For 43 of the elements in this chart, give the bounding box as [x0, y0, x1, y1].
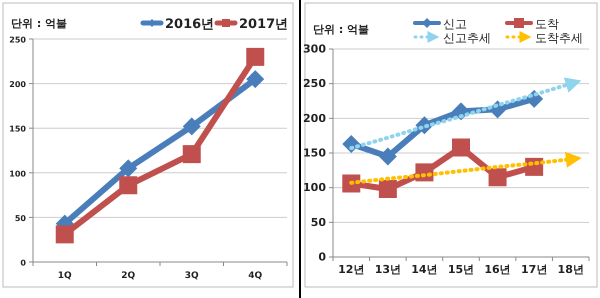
x-tick-label: 14년	[411, 263, 438, 276]
y-tick-label: 100	[303, 181, 326, 194]
point	[246, 70, 264, 88]
point	[378, 180, 397, 198]
x-tick-label: 1Q	[58, 271, 72, 281]
point	[378, 147, 397, 166]
point	[182, 145, 201, 164]
x-tick-label: 15년	[448, 263, 474, 276]
x-tick-label: 2Q	[121, 271, 136, 281]
legend-label: 도착추세	[535, 31, 583, 45]
x-tick-label: 4Q	[248, 271, 263, 281]
y-tick-label: 200	[9, 80, 26, 90]
text: 단위 : 억불	[11, 17, 68, 30]
y-tick-label: 250	[303, 77, 326, 90]
y-tick-label: 200	[303, 112, 326, 125]
point	[119, 176, 138, 194]
x-tick-label: 16년	[484, 263, 511, 276]
point	[182, 117, 201, 136]
legend-label: 2017년	[239, 17, 288, 32]
legend-label: 신고	[443, 17, 467, 31]
point	[119, 159, 138, 178]
y-tick-label: 0	[20, 258, 26, 268]
legend-label: 신고추세	[443, 31, 491, 45]
x-tick-label: 13년	[374, 263, 402, 276]
legend-label: 도착	[535, 17, 559, 31]
y-tick-label: 150	[303, 146, 326, 160]
y-tick-label: 300	[303, 42, 326, 56]
point	[452, 138, 470, 156]
x-tick-label: 17년	[520, 263, 548, 276]
point	[246, 48, 264, 66]
x-tick-label: 12년	[338, 263, 364, 276]
y-tick-label: 100	[9, 169, 26, 178]
legend-label: 2016년	[165, 17, 214, 32]
y-tick-label: 0	[318, 250, 326, 264]
y-tick-label: 50	[14, 214, 26, 223]
y-tick-label: 250	[9, 36, 26, 44]
y-tick-label: 150	[9, 124, 26, 134]
x-tick-label: 18년	[558, 263, 584, 276]
point	[56, 225, 74, 244]
text: 단위 : 억불	[313, 23, 370, 36]
x-tick-label: 3Q	[184, 271, 200, 281]
y-tick-label: 50	[310, 216, 326, 229]
point	[488, 168, 507, 186]
